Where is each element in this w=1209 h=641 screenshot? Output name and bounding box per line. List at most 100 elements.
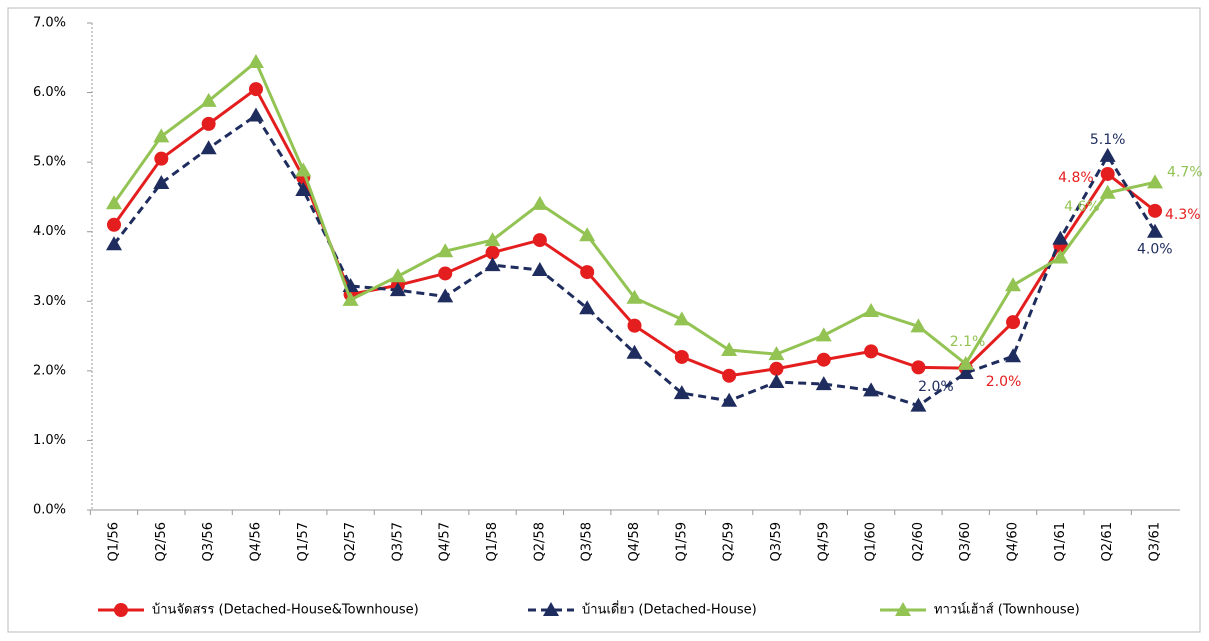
data-point	[201, 116, 216, 131]
data-point	[485, 245, 500, 260]
x-tick-label: Q4/59	[816, 522, 831, 561]
x-tick-label: Q2/60	[911, 522, 926, 561]
data-point	[437, 243, 454, 258]
x-tick-label: Q3/61	[1148, 522, 1163, 561]
x-tick-label: Q2/61	[1100, 522, 1115, 561]
legend-label: บ้านเดี่ยว (Detached-House)	[582, 601, 757, 618]
y-tick-label: 7.0%	[33, 16, 66, 31]
data-point	[910, 318, 927, 333]
data-point	[1005, 348, 1022, 363]
data-point	[957, 364, 974, 379]
data-point	[1147, 223, 1163, 238]
data-point	[911, 360, 926, 375]
legend-label: ทาวน์เฮ้าส์ (Townhouse)	[934, 602, 1080, 618]
x-tick-label: Q3/59	[769, 522, 784, 561]
x-tick-label: Q1/57	[296, 522, 311, 561]
data-point	[1005, 277, 1022, 292]
legend-marker	[895, 602, 911, 616]
data-point	[768, 346, 785, 361]
data-point	[484, 232, 501, 247]
data-point	[1052, 249, 1069, 264]
data-point	[106, 236, 122, 251]
legend-marker	[543, 602, 559, 616]
data-point	[815, 376, 832, 391]
data-point	[532, 233, 547, 248]
data-point	[389, 282, 406, 297]
x-tick-label: Q3/56	[201, 522, 216, 561]
data-point	[154, 151, 169, 166]
y-tick-label: 5.0%	[33, 155, 66, 170]
data-point	[484, 257, 501, 272]
data-point	[437, 288, 454, 303]
x-tick-label: Q3/60	[958, 522, 973, 561]
data-point	[863, 303, 880, 318]
data-point	[957, 355, 974, 370]
value-label: 4.6%	[1064, 199, 1100, 215]
x-tick-label: Q1/56	[107, 522, 122, 561]
y-tick-label: 1.0%	[33, 433, 66, 448]
value-label: 4.8%	[1058, 170, 1094, 186]
data-point	[200, 92, 217, 107]
x-tick-label: Q2/57	[343, 522, 358, 561]
chart-border	[7, 7, 1201, 633]
data-point	[342, 291, 359, 306]
data-point	[107, 217, 121, 232]
legend-marker	[114, 603, 128, 617]
data-point	[863, 382, 880, 397]
x-tick-label: Q4/58	[627, 522, 642, 561]
data-point	[295, 181, 312, 196]
y-tick-label: 0.0%	[33, 503, 66, 518]
data-point	[815, 327, 832, 342]
data-point	[721, 392, 738, 407]
value-label: 2.0%	[918, 379, 954, 395]
data-point	[673, 385, 690, 400]
data-point	[1006, 315, 1021, 330]
data-point	[200, 140, 217, 155]
data-point	[1052, 230, 1069, 245]
x-tick-label: Q4/57	[438, 522, 453, 561]
data-point	[579, 300, 596, 315]
x-tick-label: Q4/56	[248, 522, 263, 561]
y-tick-label: 6.0%	[33, 85, 66, 100]
data-point	[153, 128, 170, 143]
data-point	[674, 349, 689, 364]
x-tick-label: Q1/58	[485, 522, 500, 561]
data-point	[531, 195, 548, 210]
data-point	[580, 265, 595, 280]
x-tick-label: Q1/61	[1053, 522, 1068, 561]
x-tick-label: Q4/60	[1006, 522, 1021, 561]
x-tick-label: Q2/59	[722, 522, 737, 561]
x-tick-label: Q1/60	[864, 522, 879, 561]
data-point	[389, 268, 406, 283]
data-point	[768, 373, 785, 388]
data-point	[722, 368, 737, 383]
data-point	[721, 341, 738, 356]
data-point	[1148, 203, 1162, 218]
data-point	[673, 311, 690, 326]
data-point	[1099, 184, 1116, 199]
data-point	[295, 162, 312, 177]
y-tick-label: 2.0%	[33, 363, 66, 378]
series-line	[112, 113, 1157, 408]
data-point	[248, 82, 263, 97]
y-tick-label: 3.0%	[33, 294, 66, 309]
data-point	[627, 318, 642, 333]
data-point	[816, 352, 831, 367]
data-point	[153, 175, 170, 190]
x-tick-label: Q1/59	[674, 522, 689, 561]
data-point	[864, 344, 879, 359]
value-label: 4.3%	[1165, 207, 1201, 223]
data-point	[247, 107, 264, 122]
data-point	[1147, 174, 1163, 189]
data-point	[1099, 147, 1116, 162]
value-label: 5.1%	[1090, 132, 1126, 148]
x-tick-label: Q2/56	[154, 522, 169, 561]
value-label: 2.1%	[950, 334, 986, 350]
data-point	[910, 397, 927, 412]
data-point	[626, 289, 643, 304]
x-tick-label: Q3/58	[580, 522, 595, 561]
data-point	[626, 344, 643, 359]
x-tick-label: Q3/57	[390, 522, 405, 561]
legend-label: บ้านจัดสรร (Detached-House&Townhouse)	[152, 603, 419, 618]
